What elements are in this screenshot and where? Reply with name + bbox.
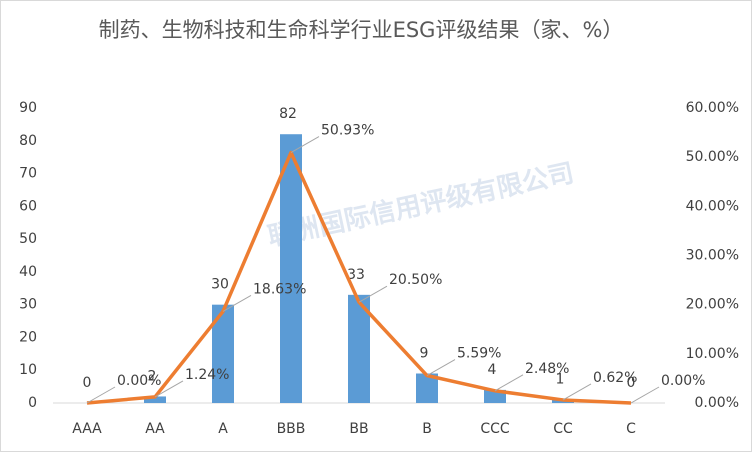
leader-line	[290, 136, 320, 154]
line-value-label: 5.59%	[457, 346, 501, 362]
bar	[416, 373, 438, 403]
x-tick-label: AA	[145, 421, 165, 437]
y-tick-label: 10	[19, 362, 37, 378]
bar	[144, 396, 166, 403]
y-tick-label: 30	[19, 297, 37, 313]
y-tick-label: 40	[19, 264, 37, 280]
y-tick-label: 50	[19, 231, 37, 247]
line-value-label: 18.63%	[253, 281, 306, 297]
bar-value-label: 33	[347, 267, 365, 283]
leader-line	[86, 386, 116, 404]
leader-line	[562, 383, 592, 401]
leader-line	[358, 285, 388, 303]
y2-tick-label: 30.00%	[686, 248, 739, 264]
bar-value-label: 30	[211, 277, 229, 293]
y-tick-label: 70	[19, 166, 37, 182]
y-tick-label: 0	[28, 395, 37, 411]
y-tick-label: 90	[19, 100, 37, 116]
bar	[348, 294, 370, 403]
bar-value-label: 4	[488, 362, 497, 378]
line-value-label: 0.00%	[117, 373, 161, 389]
line-value-label: 2.48%	[525, 361, 569, 377]
leader-line	[154, 380, 184, 398]
line-value-label: 50.93%	[321, 123, 374, 139]
line-value-label: 1.24%	[185, 367, 229, 383]
line-value-label: 0.62%	[593, 370, 637, 386]
bar	[280, 134, 302, 403]
leader-line	[494, 374, 524, 392]
y-tick-label: 60	[19, 198, 37, 214]
bar	[212, 304, 234, 403]
x-tick-label: AAA	[72, 421, 102, 437]
y2-tick-label: 60.00%	[686, 100, 739, 116]
bar-value-label: 1	[556, 372, 565, 388]
leader-line	[630, 386, 660, 404]
chart-title: 制药、生物科技和生命科学行业ESG评级结果（家、%）	[98, 18, 624, 42]
bar-value-label: 9	[420, 346, 429, 362]
x-tick-label: CC	[553, 421, 573, 437]
x-tick-label: BBB	[277, 421, 306, 437]
x-tick-label: A	[218, 421, 228, 437]
bar-value-label: 2	[148, 368, 157, 384]
line-value-label: 20.50%	[389, 272, 442, 288]
x-tick-label: BB	[349, 421, 368, 437]
bar-value-label: 0	[83, 375, 92, 391]
y2-tick-label: 0.00%	[695, 395, 739, 411]
x-tick-label: CCC	[480, 421, 510, 437]
x-tick-label: B	[422, 421, 432, 437]
line-value-label: 0.00%	[661, 373, 705, 389]
y2-tick-label: 40.00%	[686, 198, 739, 214]
bar-value-label: 82	[279, 106, 297, 122]
y-tick-label: 20	[19, 329, 37, 345]
y2-tick-label: 20.00%	[686, 297, 739, 313]
watermark: 联洲国际信用评级有限公司	[265, 157, 577, 252]
y-tick-label: 80	[19, 133, 37, 149]
y2-tick-label: 50.00%	[686, 149, 739, 165]
y2-tick-label: 10.00%	[686, 346, 739, 362]
bar-value-label: 0	[627, 375, 636, 391]
x-tick-label: C	[626, 421, 636, 437]
leader-line	[222, 294, 252, 312]
leader-line	[426, 359, 456, 376]
